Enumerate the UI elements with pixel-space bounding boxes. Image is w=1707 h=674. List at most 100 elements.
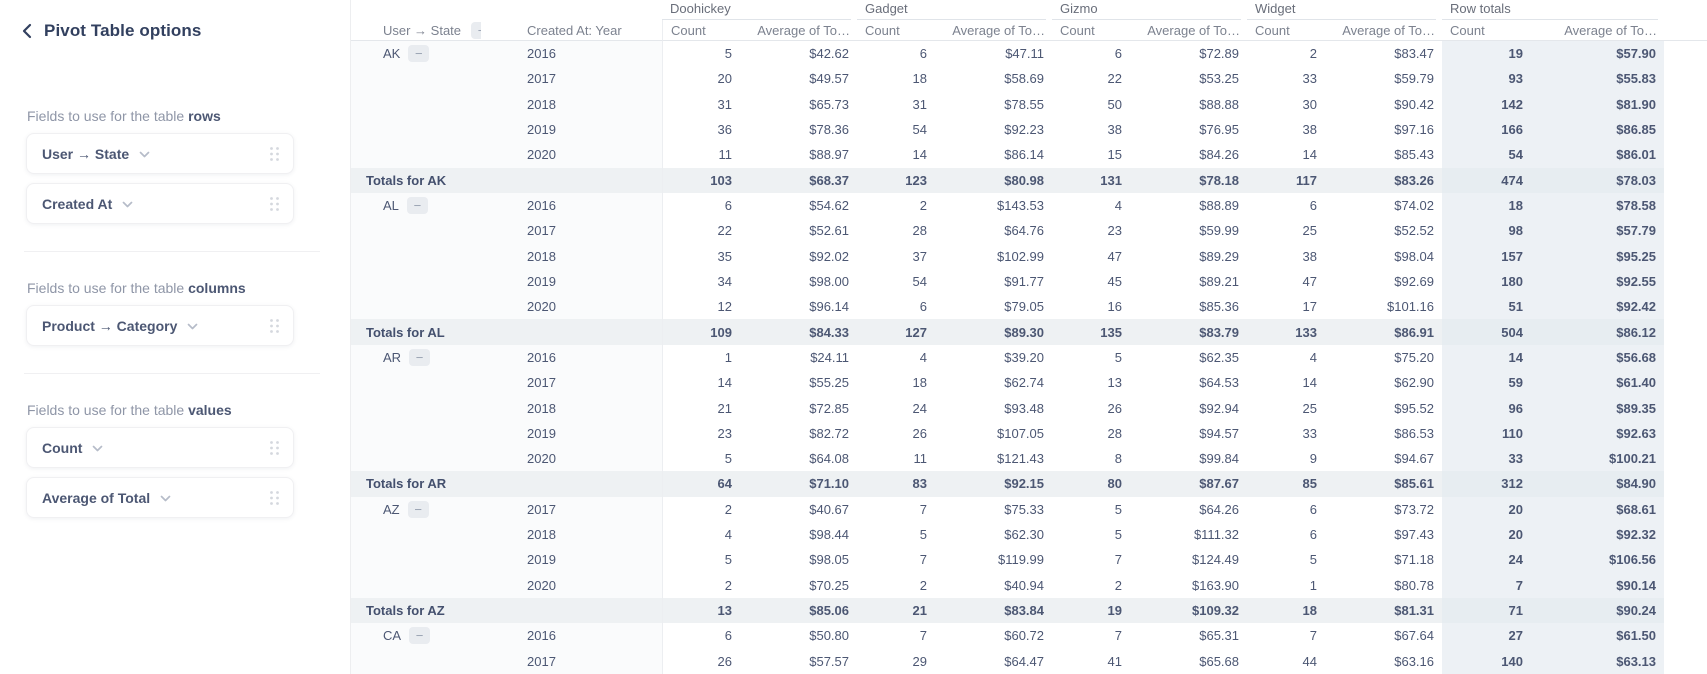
value-cell: 14 bbox=[662, 370, 744, 396]
totals-value-cell: 21 bbox=[857, 597, 939, 624]
totals-value-cell: 85 bbox=[1247, 471, 1329, 497]
value-cell: $64.53 bbox=[1199, 375, 1239, 391]
header-filler bbox=[1664, 20, 1707, 41]
drag-handle-icon[interactable] bbox=[269, 490, 280, 506]
value-cell: 41 bbox=[1107, 653, 1122, 669]
value-cell: 98 bbox=[1442, 218, 1535, 244]
value-cell: 38 bbox=[1107, 122, 1122, 138]
value-cell: $65.68 bbox=[1199, 653, 1239, 669]
collapse-state-az-button[interactable]: − bbox=[407, 500, 429, 518]
row-filler bbox=[1664, 395, 1707, 421]
value-cell: $47.11 bbox=[1005, 46, 1044, 62]
chevron-down-icon[interactable] bbox=[139, 151, 150, 159]
row-filler bbox=[1664, 142, 1707, 168]
state-cell bbox=[351, 395, 481, 421]
totals-value-cell: $89.30 bbox=[939, 319, 1052, 345]
value-cell: 15 bbox=[1107, 147, 1122, 163]
value-cell: $57.57 bbox=[809, 653, 849, 669]
year-cell: 2016 bbox=[481, 192, 662, 219]
value-cell: $40.67 bbox=[809, 501, 849, 517]
row-filler bbox=[1664, 471, 1707, 497]
value-cell: 2 bbox=[1309, 46, 1317, 62]
value-cell: 13 bbox=[1107, 375, 1122, 391]
value-cell: 157 bbox=[1442, 243, 1535, 269]
state-cell bbox=[351, 370, 481, 396]
collapse-state-ar-button[interactable]: − bbox=[409, 348, 431, 366]
drag-handle-icon[interactable] bbox=[269, 196, 280, 212]
field-card-count[interactable]: Count bbox=[26, 427, 294, 468]
row-filler bbox=[1664, 319, 1707, 345]
state-cell bbox=[351, 66, 481, 92]
row-filler bbox=[1664, 116, 1707, 143]
column-header-average-row-totals: Average of To… bbox=[1535, 20, 1664, 41]
totals-value-cell: 109 bbox=[662, 319, 744, 345]
value-cell: $80.78 bbox=[1394, 577, 1434, 593]
value-cell: $86.53 bbox=[1394, 425, 1434, 441]
row-filler bbox=[1664, 521, 1707, 548]
value-cell: 5 bbox=[662, 547, 744, 573]
chevron-down-icon[interactable] bbox=[122, 201, 133, 209]
field-card-user-state[interactable]: User → State bbox=[26, 133, 294, 174]
pivot-table: Doohickey Gadget Gizmo Widget Row totals User… bbox=[350, 0, 1707, 674]
value-cell: 6 bbox=[1309, 501, 1317, 517]
value-cell: 1 bbox=[662, 344, 744, 371]
year-cell: 2020 bbox=[481, 294, 662, 320]
chevron-down-icon[interactable] bbox=[187, 323, 198, 331]
value-cell: 5 bbox=[1309, 552, 1317, 568]
totals-value-cell: $87.67 bbox=[1134, 471, 1247, 497]
back-chevron-icon[interactable] bbox=[21, 23, 33, 39]
value-cell: $57.90 bbox=[1535, 41, 1664, 67]
value-cell: $89.21 bbox=[1199, 273, 1239, 289]
row-filler bbox=[1664, 496, 1707, 522]
value-cell: 1 bbox=[1309, 577, 1317, 593]
totals-value-cell: $78.03 bbox=[1535, 167, 1664, 193]
field-card-average-of-total[interactable]: Average of Total bbox=[26, 477, 294, 518]
state-cell bbox=[351, 648, 481, 674]
value-cell: 26 bbox=[912, 425, 927, 441]
value-cell: 6 bbox=[1114, 46, 1122, 62]
row-filler bbox=[1664, 41, 1707, 67]
field-label: User → State bbox=[42, 145, 130, 162]
totals-value-cell: $86.91 bbox=[1329, 319, 1442, 345]
field-label: Count bbox=[42, 439, 83, 456]
drag-handle-icon[interactable] bbox=[269, 146, 280, 162]
section-label-columns: Fields to use for the table columns bbox=[27, 280, 293, 296]
state-cell bbox=[351, 116, 481, 143]
value-cell: $93.48 bbox=[1004, 400, 1044, 416]
totals-value-cell: 19 bbox=[1052, 597, 1134, 624]
collapse-state-al-button[interactable]: − bbox=[406, 197, 428, 215]
group-header-label: Doohickey bbox=[662, 1, 851, 20]
drag-handle-icon[interactable] bbox=[269, 440, 280, 456]
value-cell: $62.90 bbox=[1394, 375, 1434, 391]
value-cell: $52.61 bbox=[809, 223, 849, 239]
chevron-down-icon[interactable] bbox=[160, 495, 171, 503]
value-cell: 18 bbox=[912, 375, 927, 391]
drag-handle-icon[interactable] bbox=[269, 318, 280, 334]
state-cell bbox=[351, 218, 481, 244]
section-divider bbox=[24, 251, 320, 252]
totals-value-cell: 71 bbox=[1442, 597, 1535, 624]
panel-header: Pivot Table options bbox=[0, 18, 320, 44]
value-cell: $50.80 bbox=[809, 628, 849, 644]
row-filler bbox=[1664, 344, 1707, 371]
value-cell: 5 bbox=[662, 41, 744, 67]
field-card-product-category[interactable]: Product → Category bbox=[26, 305, 294, 346]
value-cell: 4 bbox=[662, 521, 744, 548]
value-cell: 22 bbox=[1107, 71, 1122, 87]
collapse-state-ca-button[interactable]: − bbox=[409, 627, 431, 645]
value-cell: 93 bbox=[1442, 66, 1535, 92]
value-cell: $92.32 bbox=[1535, 521, 1664, 548]
collapse-state-ak-button[interactable]: − bbox=[408, 45, 430, 63]
field-card-created-at[interactable]: Created At bbox=[26, 183, 294, 224]
value-cell: 47 bbox=[1107, 248, 1122, 264]
totals-row-label-ak: Totals for AK bbox=[351, 167, 662, 193]
value-cell: 14 bbox=[1442, 344, 1535, 371]
value-cell: $63.13 bbox=[1535, 648, 1664, 674]
value-cell: $39.20 bbox=[1004, 349, 1044, 365]
field-label: Created At bbox=[42, 195, 113, 212]
value-cell: $124.49 bbox=[1192, 552, 1239, 568]
chevron-down-icon[interactable] bbox=[92, 445, 103, 453]
value-cell: $58.69 bbox=[1004, 71, 1044, 87]
collapse-all-states-button[interactable]: − bbox=[471, 21, 481, 39]
value-cell: $62.35 bbox=[1199, 349, 1239, 365]
